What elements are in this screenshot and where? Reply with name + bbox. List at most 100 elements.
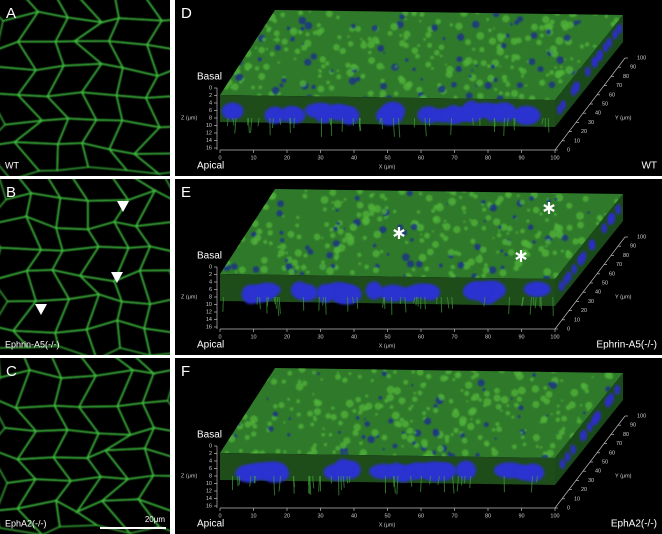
y-axis-label: Y (μm) [615, 473, 632, 479]
texture-dot [467, 422, 475, 431]
texture-dot [422, 442, 428, 448]
texture-dot [354, 195, 360, 201]
texture-dot [406, 190, 413, 197]
z-tick-label: 4 [209, 279, 212, 285]
cell-outline [143, 299, 170, 333]
texture-dot [443, 223, 451, 231]
basal-label: Basal [197, 251, 222, 262]
texture-dot [283, 47, 289, 52]
texture-dot [496, 47, 505, 56]
fiber [530, 475, 534, 493]
panel-letter: D [181, 5, 192, 22]
texture-dot [358, 262, 362, 266]
fiber [309, 475, 312, 495]
texture-dot [508, 249, 515, 256]
y-tick-label: 10 [574, 317, 580, 323]
texture-dot [370, 378, 374, 383]
texture-dot [411, 267, 416, 272]
texture-dot [516, 194, 520, 198]
texture-dot [516, 82, 523, 89]
texture-dot [502, 15, 510, 23]
texture-dot [453, 192, 456, 196]
texture-dot [414, 53, 420, 59]
fiber [273, 296, 276, 305]
fiber [393, 475, 395, 487]
nucleus [512, 105, 541, 125]
z-axis-label: Z (μm) [181, 473, 197, 479]
nucleus [280, 105, 302, 123]
y-tick-label: 50 [602, 280, 608, 286]
nucleus [564, 452, 571, 463]
texture-dot [493, 394, 501, 402]
texture-dot [554, 66, 558, 69]
texture-dot [300, 26, 305, 31]
x-tick-label: 40 [351, 334, 357, 340]
y-tick-label: 30 [588, 120, 594, 126]
fiber [222, 296, 224, 312]
texture-dot [361, 434, 366, 440]
nucleus [615, 204, 622, 215]
cell-panel: B Ephrin-A5(-/-) [0, 179, 170, 355]
texture-dot [343, 437, 351, 445]
texture-dot [361, 216, 370, 225]
texture-dot [371, 429, 379, 437]
nucleus [523, 281, 551, 297]
texture-dot [417, 44, 421, 48]
texture-dot [333, 247, 341, 255]
texture-dot [439, 232, 445, 238]
texture-dot [414, 429, 422, 437]
nucleus [423, 462, 456, 478]
z-tick-label: 4 [209, 100, 212, 106]
texture-dot [587, 211, 590, 214]
texture-dot [348, 77, 357, 85]
z-tick-label: 2 [209, 451, 212, 457]
texture-dot [506, 193, 510, 197]
texture-dot [390, 22, 398, 31]
fiber [358, 117, 361, 132]
texture-dot [372, 243, 377, 248]
texture-dot [515, 372, 524, 381]
texture-dot [532, 373, 536, 377]
texture-dot [383, 197, 388, 201]
texture-dot [473, 372, 479, 378]
texture-dot [480, 246, 487, 253]
texture-dot [493, 77, 498, 83]
texture-dot [500, 42, 507, 49]
texture-dot [532, 206, 540, 214]
texture-dot [549, 381, 558, 389]
texture-dot [468, 408, 475, 416]
y-tick-label: 20 [581, 308, 587, 314]
texture-dot [455, 65, 463, 73]
texture-dot [289, 407, 294, 411]
texture-dot [362, 235, 367, 240]
z-tick-label: 14 [206, 138, 212, 144]
texture-dot [392, 209, 397, 214]
texture-dot [386, 374, 391, 379]
texture-dot [489, 204, 498, 212]
texture-dot [472, 47, 476, 51]
texture-dot [444, 63, 447, 66]
texture-dot [295, 382, 304, 391]
texture-dot [463, 84, 470, 91]
texture-dot [445, 439, 450, 444]
texture-dot [543, 386, 548, 390]
texture-dot [586, 408, 590, 411]
x-tick-label: 60 [418, 513, 424, 519]
texture-dot [273, 38, 276, 41]
fiber [463, 475, 466, 484]
nucleus [245, 285, 273, 303]
x-axis-label: X (μm) [379, 522, 396, 528]
texture-dot [337, 35, 342, 40]
texture-dot [434, 50, 440, 56]
z-tick-label: 12 [206, 488, 212, 494]
texture-dot [358, 410, 363, 415]
texture-dot [251, 431, 257, 437]
cell-network [0, 0, 170, 176]
texture-dot [380, 82, 388, 90]
texture-dot [328, 432, 333, 437]
texture-dot [332, 450, 336, 454]
texture-dot [383, 51, 386, 54]
texture-dot [425, 31, 432, 38]
fiber [529, 296, 533, 315]
texture-dot [379, 226, 387, 234]
